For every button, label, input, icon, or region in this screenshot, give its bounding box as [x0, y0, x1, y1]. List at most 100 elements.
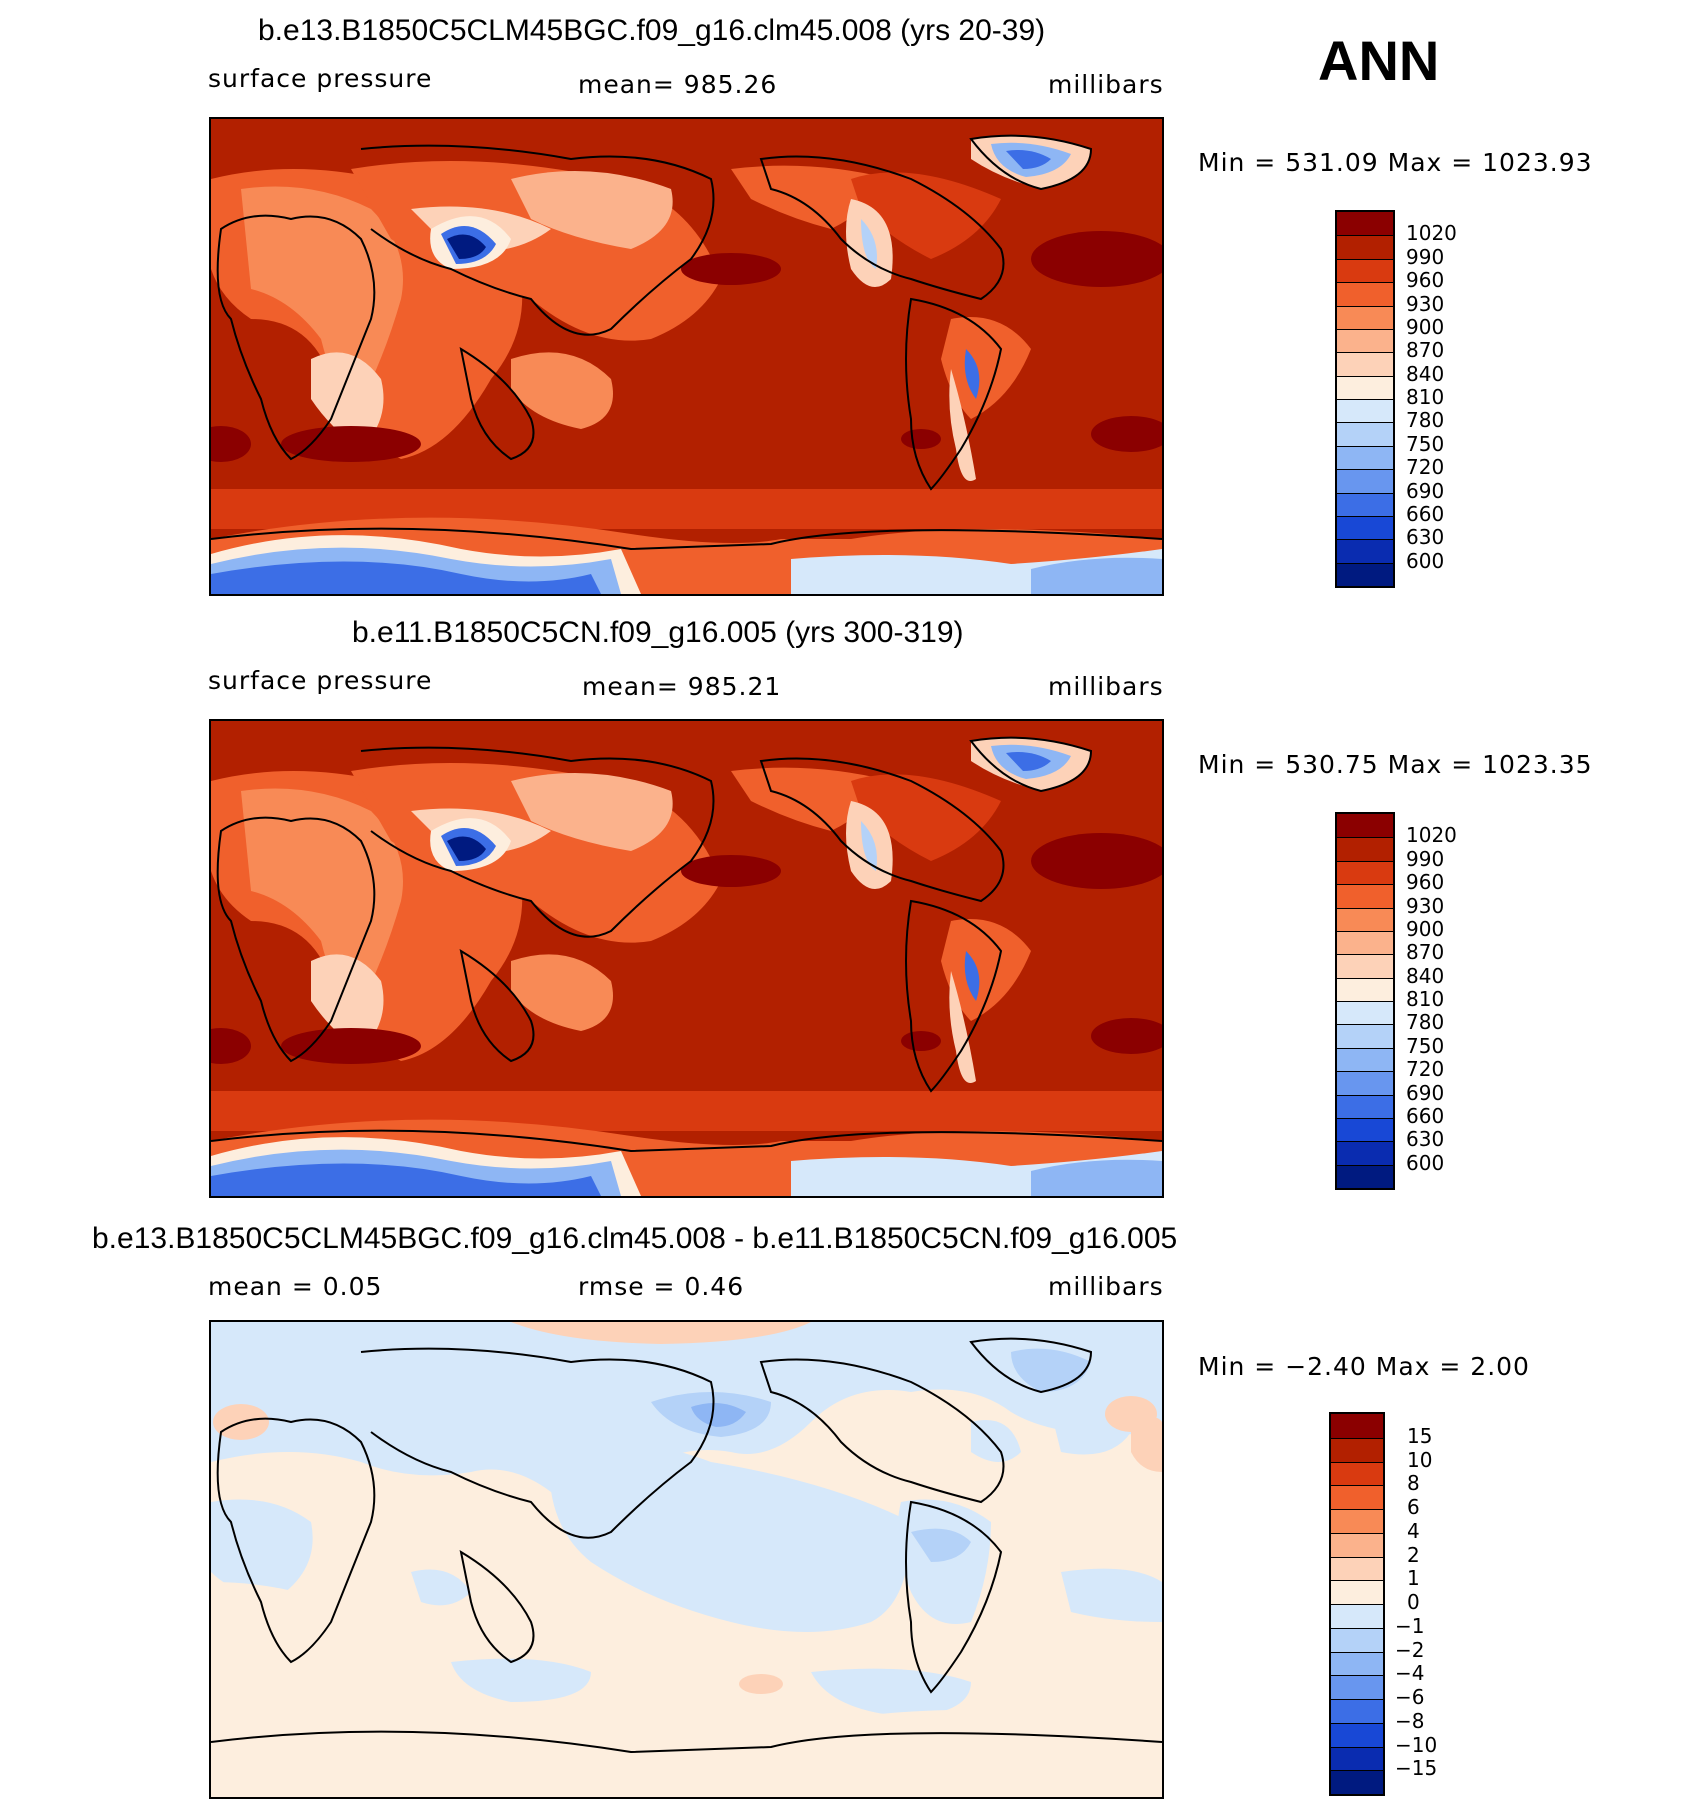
panel-3-map: [209, 1320, 1164, 1799]
colorbar-label: 990: [1406, 846, 1445, 871]
colorbar-swatch: [1331, 1509, 1383, 1533]
colorbar-swatch: [1331, 1461, 1383, 1486]
colorbar-label: 720: [1406, 455, 1445, 480]
colorbar-label: 750: [1406, 431, 1445, 456]
colorbar-label: 990: [1406, 244, 1445, 269]
panel-2-map: [209, 719, 1164, 1198]
colorbar-label: 630: [1406, 525, 1445, 550]
colorbar-swatch: [1337, 954, 1393, 978]
colorbar-swatch: [1337, 1024, 1393, 1048]
panel-1-mean-label: mean= 985.26: [578, 70, 778, 99]
colorbar-label: 10: [1407, 1447, 1433, 1472]
panel-2-minmax: Min = 530.75 Max = 1023.35: [1198, 750, 1593, 779]
colorbar-label: 810: [1406, 987, 1445, 1011]
panel-1-colorbar-labels: 1020 990 960 930 900 870 840 810 780 750 720 690 660…: [1406, 210, 1486, 588]
colorbar-label: 4: [1407, 1518, 1420, 1543]
colorbar-label: 930: [1406, 893, 1445, 918]
colorbar-swatch: [1331, 1699, 1383, 1723]
colorbar-swatch: [1337, 1047, 1393, 1072]
colorbar-label: 870: [1406, 338, 1445, 363]
colorbar-swatch: [1337, 1164, 1393, 1188]
colorbar-swatch: [1337, 399, 1393, 423]
colorbar-swatch: [1337, 837, 1393, 861]
colorbar-swatch: [1337, 328, 1393, 353]
colorbar-swatch: [1331, 1722, 1383, 1747]
panel-1-map-svg: [211, 119, 1162, 594]
colorbar-label: 630: [1406, 1127, 1445, 1152]
colorbar-swatch: [1337, 860, 1393, 885]
panel-3-colorbar-labels: 15 10 8 6 4 2 1 0 −1 −2 −4 −6 −8 −10 −15: [1395, 1412, 1485, 1796]
colorbar-label: 2: [1407, 1542, 1420, 1567]
panel-3-map-svg: [211, 1322, 1162, 1797]
colorbar-label: 0: [1407, 1590, 1420, 1614]
colorbar-label: 1020: [1406, 823, 1457, 848]
panel-3-minmax: Min = −2.40 Max = 2.00: [1198, 1352, 1530, 1381]
colorbar-swatch: [1331, 1580, 1383, 1604]
panel-1-map: [209, 117, 1164, 596]
colorbar-label: 870: [1406, 940, 1445, 965]
panel-2-colorbar: [1335, 812, 1395, 1190]
colorbar-swatch: [1337, 258, 1393, 283]
colorbar-swatch: [1337, 907, 1393, 931]
colorbar-swatch: [1331, 1414, 1383, 1438]
panel-3-mean-label: mean = 0.05: [208, 1272, 383, 1301]
colorbar-swatch: [1337, 884, 1393, 908]
colorbar-swatch: [1337, 1071, 1393, 1095]
colorbar-label: 720: [1406, 1057, 1445, 1082]
colorbar-label: 1: [1407, 1566, 1420, 1591]
colorbar-label: 840: [1406, 963, 1445, 988]
panel-3-rmse-label: rmse = 0.46: [578, 1272, 745, 1301]
colorbar-label: 780: [1406, 1010, 1445, 1035]
panel-1-minmax: Min = 531.09 Max = 1023.93: [1198, 148, 1593, 177]
colorbar-swatch: [1337, 1001, 1393, 1025]
colorbar-swatch: [1337, 930, 1393, 955]
colorbar-label: 930: [1406, 291, 1445, 316]
panel-2-title: b.e11.B1850C5CN.f09_g16.005 (yrs 300-319…: [352, 616, 964, 649]
panel-3-title: b.e13.B1850C5CLM45BGC.f09_g16.clm45.008 …: [92, 1222, 1178, 1255]
panel-3-units-label: millibars: [1048, 1272, 1164, 1301]
colorbar-swatch: [1331, 1437, 1383, 1462]
season-label: ANN: [1318, 29, 1440, 92]
colorbar-swatch: [1337, 445, 1393, 470]
colorbar-swatch: [1337, 1094, 1393, 1118]
panel-1-units-label: millibars: [1048, 70, 1164, 99]
colorbar-swatch: [1337, 1141, 1393, 1165]
panel-2-variable-label: surface pressure: [208, 666, 433, 695]
colorbar-swatch: [1331, 1770, 1383, 1794]
panel-1-variable-label: surface pressure: [208, 64, 433, 93]
colorbar-label: 660: [1406, 501, 1445, 526]
panel-1-colorbar: [1335, 210, 1395, 588]
colorbar-swatch: [1337, 562, 1393, 586]
panel-2-map-svg: [211, 721, 1162, 1196]
panel-2-colorbar-labels: 1020 990 960 930 900 870 840 810 780 750 720 690 660…: [1406, 812, 1486, 1190]
colorbar-swatch: [1337, 492, 1393, 516]
colorbar-swatch: [1331, 1532, 1383, 1557]
colorbar-label: −8: [1395, 1708, 1425, 1733]
panel-2-mean-label: mean= 985.21: [582, 672, 782, 701]
colorbar-label: 8: [1407, 1471, 1420, 1496]
colorbar-swatch: [1337, 305, 1393, 329]
colorbar-swatch: [1337, 422, 1393, 446]
colorbar-swatch: [1331, 1604, 1383, 1628]
colorbar-label: 840: [1406, 361, 1445, 386]
colorbar-swatch: [1331, 1627, 1383, 1652]
colorbar-label: −2: [1395, 1637, 1425, 1662]
colorbar-label: −6: [1395, 1685, 1425, 1709]
colorbar-label: −10: [1395, 1732, 1438, 1757]
colorbar-swatch: [1337, 515, 1393, 540]
panel-1-title: b.e13.B1850C5CLM45BGC.f09_g16.clm45.008 …: [258, 14, 1046, 47]
colorbar-label: 810: [1406, 385, 1445, 409]
colorbar-label: 1020: [1406, 221, 1457, 246]
colorbar-label: 6: [1407, 1495, 1420, 1519]
colorbar-label: −4: [1395, 1661, 1425, 1686]
colorbar-swatch: [1331, 1675, 1383, 1699]
colorbar-swatch: [1337, 469, 1393, 493]
colorbar-label: 15: [1407, 1423, 1433, 1448]
colorbar-swatch: [1337, 539, 1393, 563]
colorbar-label: 690: [1406, 478, 1445, 503]
colorbar-label: 600: [1406, 1150, 1445, 1175]
colorbar-swatch: [1337, 352, 1393, 376]
colorbar-swatch: [1337, 1117, 1393, 1142]
colorbar-label: 900: [1406, 314, 1445, 339]
colorbar-label: 660: [1406, 1103, 1445, 1128]
